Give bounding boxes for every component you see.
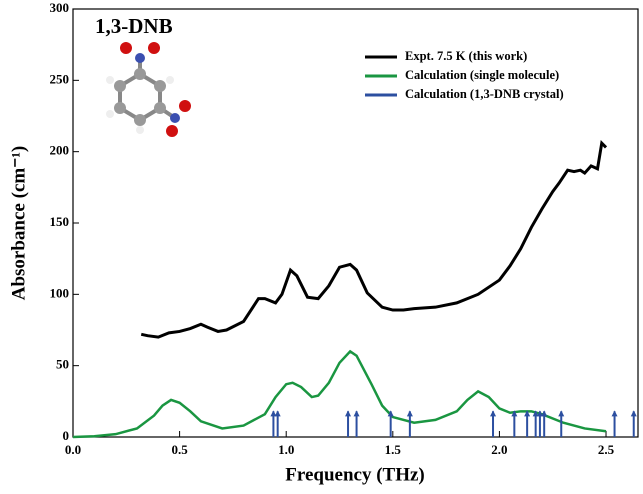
x-tick-label: 0.5 bbox=[171, 442, 188, 457]
y-tick-label: 0 bbox=[63, 428, 70, 443]
series-line bbox=[73, 351, 606, 437]
stem-arrowhead bbox=[612, 410, 618, 416]
stem-arrowhead bbox=[407, 410, 413, 416]
stem-arrowhead bbox=[275, 410, 281, 416]
stem-arrowhead bbox=[354, 410, 360, 416]
x-tick-label: 2.5 bbox=[598, 442, 615, 457]
stem-arrowhead bbox=[490, 410, 496, 416]
x-tick-label: 1.0 bbox=[278, 442, 294, 457]
x-tick-label: 0.0 bbox=[65, 442, 81, 457]
legend-label: Expt. 7.5 K (this work) bbox=[405, 49, 527, 63]
stem-arrowhead bbox=[631, 410, 637, 416]
y-tick-label: 100 bbox=[50, 285, 70, 300]
annotation: 1,3-DNB bbox=[95, 14, 173, 38]
x-axis-label: Frequency (THz) bbox=[285, 464, 425, 485]
y-tick-label: 200 bbox=[50, 143, 70, 158]
y-tick-label: 150 bbox=[50, 214, 70, 229]
stem-arrowhead bbox=[558, 410, 564, 416]
page: {"chart_data": {"type": "line", "annotat… bbox=[0, 0, 643, 494]
y-tick-label: 250 bbox=[50, 71, 70, 86]
legend-label: Calculation (1,3-DNB crystal) bbox=[405, 87, 564, 101]
y-axis-label: Absorbance (cm⁻¹) bbox=[8, 146, 29, 301]
y-tick-label: 300 bbox=[50, 0, 70, 15]
stem-arrowhead bbox=[345, 410, 351, 416]
molecule-icon bbox=[106, 42, 191, 137]
y-tick-label: 50 bbox=[56, 357, 69, 372]
chart: 1,3-DNB Frequency (THz) Absorbance (cm⁻¹… bbox=[0, 0, 643, 494]
x-tick-label: 1.5 bbox=[385, 442, 402, 457]
series-line bbox=[141, 143, 606, 337]
x-tick-label: 2.0 bbox=[491, 442, 507, 457]
legend-label: Calculation (single molecule) bbox=[405, 68, 559, 82]
